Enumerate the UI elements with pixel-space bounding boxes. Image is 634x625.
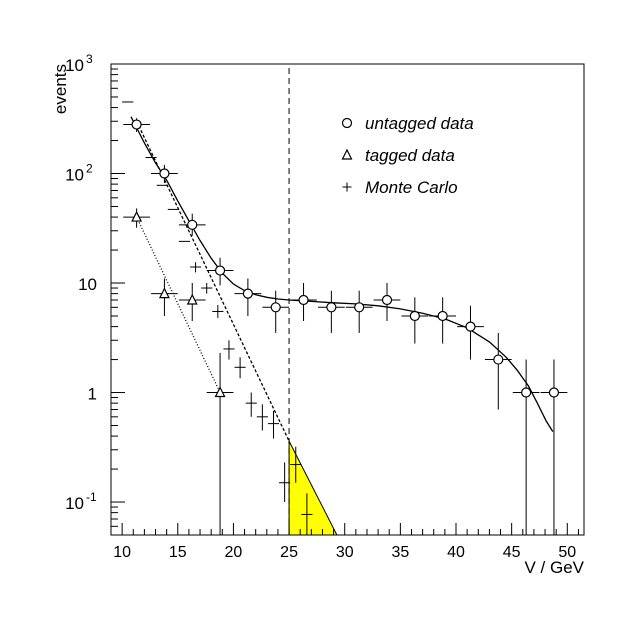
data-point bbox=[262, 290, 290, 333]
legend-item: untagged data bbox=[341, 114, 474, 133]
y-tick-exponent: -1 bbox=[86, 490, 97, 504]
y-tick-label: 10 bbox=[78, 275, 97, 294]
y-tick-label: 1 bbox=[88, 385, 97, 404]
x-tick-label: 35 bbox=[391, 544, 409, 561]
legend-item: tagged data bbox=[341, 146, 455, 165]
data-point bbox=[318, 290, 345, 333]
legend-triangle-marker bbox=[341, 148, 353, 160]
data-point bbox=[457, 305, 484, 360]
circle-marker bbox=[242, 288, 253, 299]
data-point bbox=[206, 352, 234, 535]
y-tick-exponent: 2 bbox=[86, 162, 93, 176]
legend-item: Monte Carlo bbox=[342, 178, 458, 197]
data-point bbox=[429, 297, 457, 344]
x-axis: 10 15 20 25 30 35 40 45 50 bbox=[110, 523, 579, 561]
data-point bbox=[151, 164, 178, 183]
data-point bbox=[290, 283, 317, 321]
triangle-marker bbox=[131, 210, 143, 222]
triangle-marker bbox=[214, 386, 226, 398]
data-point bbox=[206, 257, 234, 286]
data-point bbox=[290, 446, 302, 483]
y-tick-label: 10 bbox=[65, 56, 84, 75]
series-untagged-data bbox=[123, 118, 568, 535]
data-point bbox=[151, 278, 178, 316]
data-point bbox=[279, 462, 291, 503]
circle-marker bbox=[493, 354, 504, 365]
data-point bbox=[190, 262, 202, 273]
data-point bbox=[178, 283, 206, 321]
x-tick-label: 25 bbox=[280, 544, 298, 561]
series-tagged-data bbox=[123, 208, 234, 535]
data-point bbox=[234, 278, 262, 316]
triangle-marker bbox=[186, 293, 198, 305]
x-tick-label: 20 bbox=[225, 544, 243, 561]
circle-marker bbox=[326, 302, 337, 313]
data-point bbox=[123, 118, 150, 132]
data-point bbox=[234, 357, 246, 379]
x-tick-label: 45 bbox=[503, 544, 521, 561]
circle-marker bbox=[214, 265, 226, 276]
y-axis-label: events bbox=[51, 64, 70, 114]
x-tick-label: 40 bbox=[447, 544, 465, 561]
circle-marker bbox=[521, 387, 532, 398]
legend-label: Monte Carlo bbox=[365, 178, 458, 197]
circle-marker bbox=[159, 168, 170, 179]
y-tick-label: 10 bbox=[65, 494, 84, 513]
data-point bbox=[267, 410, 280, 439]
data-point bbox=[201, 283, 213, 294]
data-point bbox=[256, 404, 268, 431]
data-point bbox=[301, 493, 313, 535]
data-point bbox=[484, 332, 512, 410]
data-point bbox=[245, 392, 257, 417]
circle-marker bbox=[381, 294, 393, 306]
x-tick-label: 15 bbox=[169, 544, 187, 561]
data-point bbox=[223, 340, 235, 360]
x-axis-label: V / GeV bbox=[524, 558, 584, 577]
data-point bbox=[540, 359, 568, 535]
legend: untagged data tagged data Monte Carlo bbox=[341, 114, 474, 197]
x-tick-label: 50 bbox=[558, 544, 576, 561]
series-monte-carlo bbox=[122, 101, 313, 535]
legend-cross-marker bbox=[342, 182, 352, 192]
circle-marker bbox=[131, 119, 142, 130]
circle-marker bbox=[409, 310, 420, 322]
circle-marker bbox=[187, 219, 198, 230]
circle-marker bbox=[298, 294, 309, 306]
data-point bbox=[401, 297, 429, 344]
data-point bbox=[212, 304, 224, 318]
data-point bbox=[178, 213, 206, 236]
triangle-marker bbox=[158, 287, 170, 299]
circle-marker bbox=[437, 310, 448, 322]
data-point bbox=[373, 283, 401, 321]
data-point bbox=[123, 208, 150, 228]
data-series bbox=[122, 101, 568, 535]
x-tick-label: 30 bbox=[336, 544, 354, 561]
legend-label: tagged data bbox=[365, 146, 455, 165]
data-point bbox=[345, 290, 373, 333]
x-tick-label: 10 bbox=[113, 544, 131, 561]
circle-marker bbox=[270, 302, 281, 313]
legend-circle-marker bbox=[341, 117, 353, 129]
legend-label: untagged data bbox=[365, 114, 474, 133]
y-tick-label: 10 bbox=[65, 166, 84, 185]
y-tick-exponent: 3 bbox=[86, 52, 93, 66]
untagged-exp-fit-line bbox=[136, 121, 290, 442]
data-point bbox=[512, 359, 540, 535]
circle-marker bbox=[548, 387, 560, 398]
circle-marker bbox=[465, 321, 476, 332]
circle-marker bbox=[354, 302, 365, 313]
